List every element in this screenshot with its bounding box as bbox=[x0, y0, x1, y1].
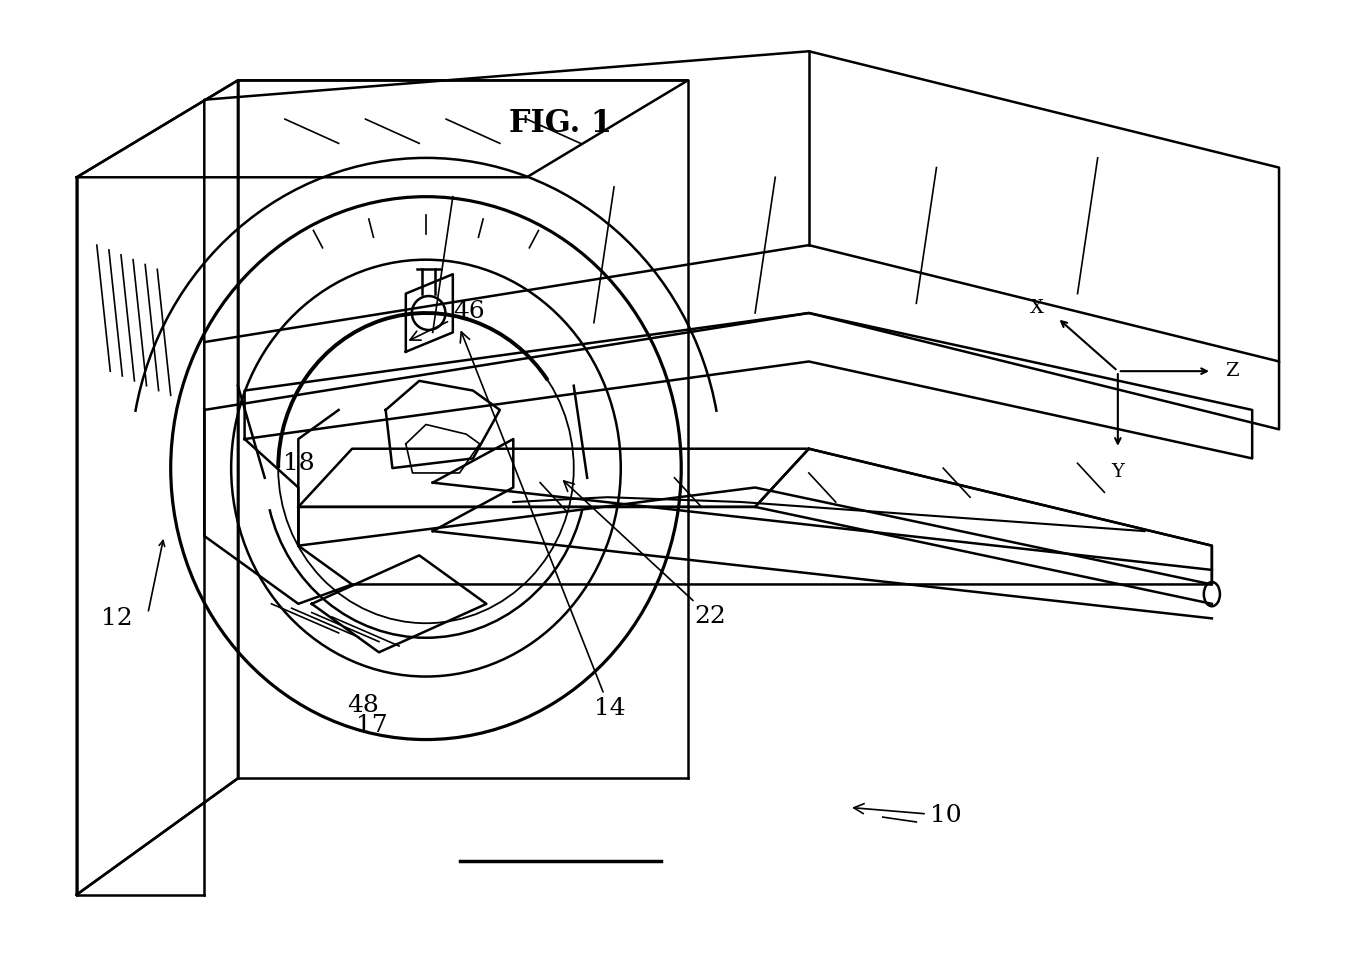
Text: 17: 17 bbox=[356, 714, 389, 736]
Text: 18: 18 bbox=[282, 451, 314, 475]
Text: Z: Z bbox=[1225, 362, 1238, 380]
Text: 22: 22 bbox=[564, 481, 726, 628]
Text: 14: 14 bbox=[460, 332, 626, 721]
Text: 46: 46 bbox=[410, 300, 484, 340]
Text: 12: 12 bbox=[101, 606, 132, 630]
Text: 48: 48 bbox=[347, 694, 379, 718]
Text: X: X bbox=[1031, 299, 1044, 317]
Text: 10: 10 bbox=[854, 803, 962, 827]
Text: Y: Y bbox=[1112, 463, 1124, 482]
Text: FIG. 1: FIG. 1 bbox=[509, 108, 612, 139]
